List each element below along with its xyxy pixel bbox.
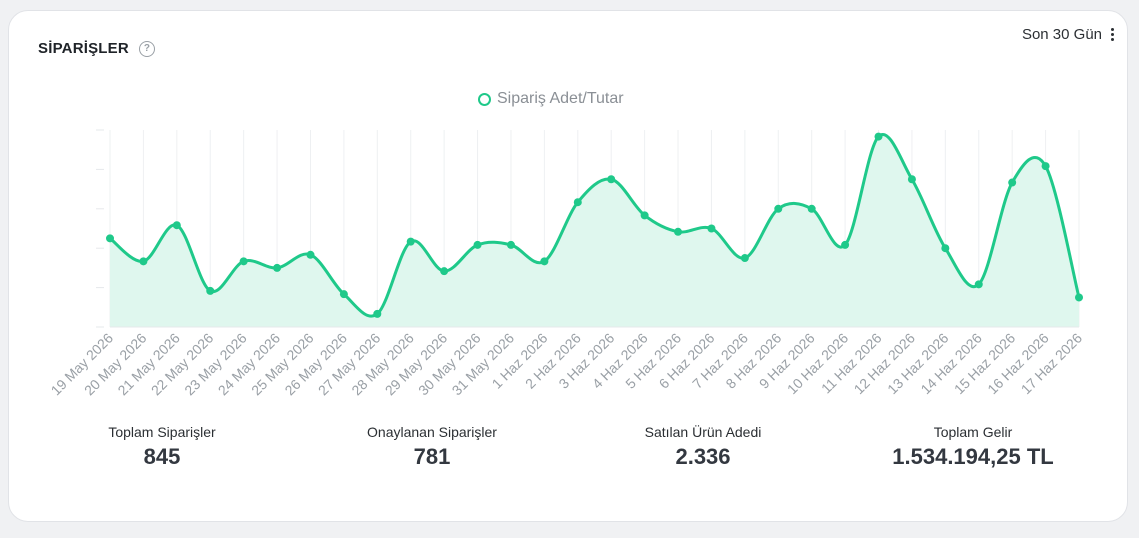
data-point[interactable] (339, 290, 348, 299)
data-point[interactable] (206, 286, 215, 295)
data-point[interactable] (106, 234, 114, 243)
data-point[interactable] (239, 257, 248, 266)
data-point[interactable] (674, 227, 683, 236)
data-point[interactable] (273, 263, 282, 272)
data-point[interactable] (139, 257, 148, 266)
stat-approved-orders: Onaylanan Siparişler 781 (302, 424, 562, 470)
data-point[interactable] (874, 132, 883, 141)
kebab-menu-icon[interactable] (1108, 26, 1117, 43)
stat-label: Onaylanan Siparişler (367, 424, 497, 440)
data-point[interactable] (807, 204, 816, 213)
help-icon[interactable]: ? (138, 40, 155, 57)
data-point[interactable] (373, 309, 382, 318)
stat-value: 1.534.194,25 TL (892, 444, 1054, 469)
stat-label: Toplam Siparişler (108, 424, 216, 440)
card-title: SİPARİŞLER (38, 40, 129, 57)
stat-total-orders: Toplam Siparişler 845 (32, 424, 292, 470)
data-point[interactable] (540, 257, 549, 266)
data-point[interactable] (172, 221, 181, 230)
stat-total-revenue: Toplam Gelir 1.534.194,25 TL (843, 424, 1103, 470)
data-point[interactable] (506, 240, 515, 249)
data-point[interactable] (1075, 293, 1083, 302)
data-point[interactable] (841, 240, 850, 249)
data-point[interactable] (1008, 178, 1017, 187)
period-selector[interactable]: Son 30 Gün (1022, 26, 1117, 43)
stat-value: 2.336 (675, 444, 731, 469)
series-area (110, 134, 1079, 327)
stat-label: Toplam Gelir (933, 424, 1013, 440)
data-point[interactable] (1041, 162, 1050, 171)
chart-legend[interactable]: Sipariş Adet/Tutar (478, 90, 624, 108)
data-point[interactable] (740, 254, 749, 263)
data-point[interactable] (406, 237, 415, 246)
legend-label[interactable]: Sipariş Adet/Tutar (497, 90, 624, 107)
legend-marker-icon (478, 92, 491, 106)
stat-label: Satılan Ürün Adedi (644, 424, 762, 440)
data-point[interactable] (707, 224, 716, 233)
stat-sold-items: Satılan Ürün Adedi 2.336 (573, 424, 833, 470)
data-point[interactable] (907, 175, 916, 184)
period-label[interactable]: Son 30 Gün (1021, 26, 1102, 43)
stat-value: 845 (143, 444, 181, 469)
data-point[interactable] (774, 204, 783, 213)
data-point[interactable] (440, 267, 449, 276)
stat-value: 781 (413, 444, 451, 469)
data-point[interactable] (473, 240, 482, 249)
data-point[interactable] (640, 211, 649, 220)
data-point[interactable] (941, 244, 950, 253)
data-point[interactable] (607, 175, 616, 184)
data-point[interactable] (573, 198, 582, 207)
data-point[interactable] (974, 280, 983, 289)
card-header: SİPARİŞLER ? (38, 40, 155, 57)
data-point[interactable] (306, 250, 315, 259)
